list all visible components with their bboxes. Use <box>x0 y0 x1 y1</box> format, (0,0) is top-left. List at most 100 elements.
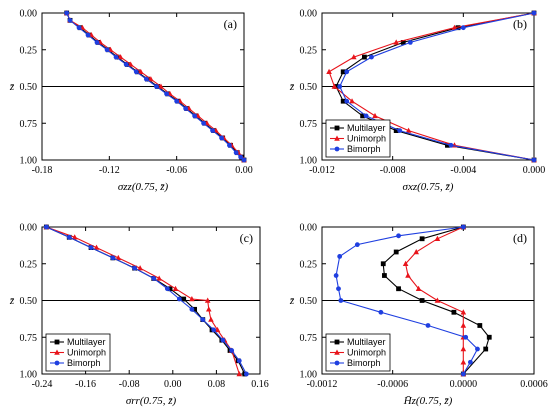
data-point <box>460 25 466 31</box>
data-point <box>181 296 187 302</box>
y-tick-label: 0.00 <box>20 223 38 234</box>
data-point <box>340 98 346 104</box>
data-point <box>183 106 189 111</box>
data-point <box>475 346 480 352</box>
x-axis-label: σrr(0.75, z̄) <box>126 395 177 407</box>
x-tick-label: -0.008 <box>380 165 406 176</box>
legend-marker <box>334 339 340 345</box>
x-tick-label: 0.00 <box>164 379 182 390</box>
data-point <box>380 261 386 267</box>
data-point <box>393 39 399 45</box>
x-tick-label: -0.08 <box>119 379 140 390</box>
legend-entry: Multilayer <box>347 123 386 133</box>
series-bimorph <box>337 10 537 163</box>
legend-marker <box>334 135 340 141</box>
y-axis-label: z̄ <box>9 295 15 307</box>
y-tick-label: 0.00 <box>20 9 38 20</box>
series-line <box>66 12 245 161</box>
data-point <box>434 235 441 241</box>
data-point <box>326 68 332 74</box>
y-tick-label: 0.25 <box>20 259 38 270</box>
data-point <box>104 47 110 53</box>
legend-entry: Bimorph <box>347 144 381 154</box>
x-tick-label: -0.0006 <box>377 379 408 390</box>
x-tick-label: 0.00 <box>235 165 253 176</box>
data-point <box>396 233 401 239</box>
data-point <box>531 10 537 16</box>
data-point <box>204 297 211 303</box>
x-tick-label: -0.0012 <box>307 379 338 390</box>
y-tick-label: 1.00 <box>20 370 38 381</box>
data-point <box>219 135 224 141</box>
data-point <box>164 286 170 292</box>
data-point <box>123 62 129 67</box>
data-point <box>214 326 221 333</box>
data-point <box>407 40 413 45</box>
data-point <box>238 154 244 160</box>
legend-marker <box>334 360 340 366</box>
data-point <box>220 337 226 343</box>
data-point <box>400 40 406 45</box>
data-point <box>127 61 134 67</box>
data-point <box>419 298 425 303</box>
data-point <box>337 84 343 89</box>
x-tick-label: 0.0000 <box>450 379 478 390</box>
data-point <box>137 68 144 74</box>
data-point <box>333 84 339 89</box>
data-point <box>241 157 247 163</box>
data-point <box>455 25 461 31</box>
data-point <box>208 316 214 322</box>
data-point <box>362 54 367 60</box>
panel-label: (b) <box>513 17 527 31</box>
y-tick-label: 0.25 <box>300 45 318 56</box>
legend-entry: Bimorph <box>347 358 381 368</box>
data-point <box>393 128 399 133</box>
data-point <box>477 323 483 328</box>
legend-entry: Multilayer <box>347 337 386 347</box>
data-point <box>354 242 360 248</box>
data-point <box>337 254 343 259</box>
data-point <box>88 245 94 250</box>
data-point <box>333 273 339 278</box>
data-point <box>396 286 401 292</box>
data-point <box>460 309 467 315</box>
y-axis-label: z̄ <box>9 81 15 93</box>
data-point <box>463 334 469 340</box>
data-point <box>132 265 138 271</box>
data-point <box>360 113 366 119</box>
data-point <box>382 273 387 278</box>
data-point <box>434 297 441 303</box>
y-tick-label: 0.50 <box>300 82 318 93</box>
y-tick-label: 0.75 <box>20 333 38 344</box>
legend-entry: Multilayer <box>67 337 106 347</box>
data-point <box>448 142 454 148</box>
data-point <box>164 91 169 97</box>
data-point <box>405 127 412 133</box>
data-point <box>71 234 78 240</box>
data-point <box>483 346 489 352</box>
data-point <box>151 276 157 281</box>
data-point <box>148 76 154 82</box>
x-tick-label: -0.18 <box>32 165 53 176</box>
data-point <box>229 348 235 353</box>
legend-marker <box>54 349 60 355</box>
data-point <box>113 54 119 60</box>
data-point <box>117 54 124 60</box>
y-tick-label: 0.25 <box>20 45 38 56</box>
data-point <box>211 327 217 333</box>
data-point <box>189 296 195 302</box>
data-point <box>154 84 159 89</box>
panel-a: -0.18 -0.12 -0.06 0.00 0.00 0.25 0.50 0.75 1.00 z… <box>9 9 253 194</box>
data-point <box>413 248 420 255</box>
data-point <box>243 371 249 377</box>
x-tick-label: 0.0006 <box>520 379 548 390</box>
y-axis-label: z̄ <box>289 295 295 307</box>
legend-entry: Unimorph <box>347 134 386 144</box>
data-point <box>227 142 232 148</box>
data-point <box>344 69 350 75</box>
data-point <box>445 142 450 148</box>
x-tick-label: 0.16 <box>251 379 269 390</box>
